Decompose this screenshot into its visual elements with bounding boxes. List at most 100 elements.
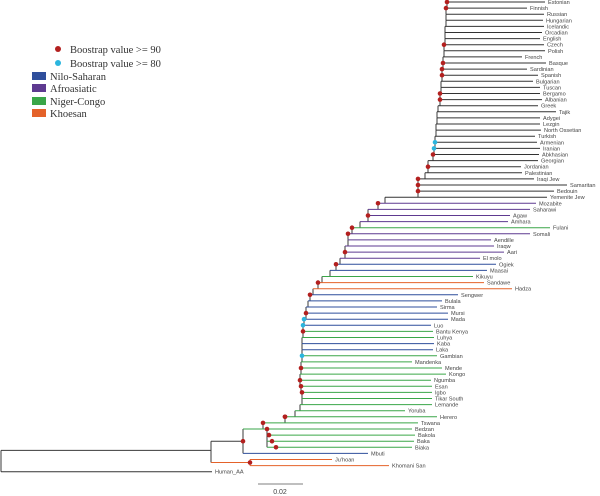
leaf-label: English bbox=[543, 37, 561, 43]
leaf-label: Bergamo bbox=[543, 92, 566, 98]
bootstrap-90-dot bbox=[333, 262, 339, 267]
bootstrap-dots bbox=[240, 0, 450, 465]
bootstrap-90-dot bbox=[430, 152, 436, 157]
bootstrap-90-marker bbox=[55, 46, 61, 52]
legend-nilo-saharan: Nilo-Saharan bbox=[50, 72, 107, 83]
leaf-label: Herero bbox=[440, 415, 457, 421]
bootstrap-90-dot bbox=[298, 365, 304, 371]
leaf-label: Maasai bbox=[490, 268, 508, 274]
bootstrap-90-dot bbox=[437, 91, 443, 96]
bootstrap-90-dot bbox=[247, 460, 253, 465]
leaf-label: Baka bbox=[417, 439, 431, 445]
legend-khoesan: Khoesan bbox=[50, 109, 87, 120]
leaf-label: Tikar South bbox=[435, 397, 463, 403]
leaf-label: Bulala bbox=[445, 299, 461, 305]
bootstrap-90-dot bbox=[444, 0, 450, 5]
leaf-label: Tuscan bbox=[543, 85, 561, 91]
leaf-label: Tajik bbox=[559, 110, 570, 116]
leaf-label: Sengwer bbox=[461, 293, 483, 299]
leaf-label: Mbuti bbox=[371, 451, 385, 457]
leaf-label: Hadza bbox=[515, 287, 532, 293]
leaf-label: Human_AA bbox=[215, 470, 244, 476]
leaf-label: Basque bbox=[549, 61, 568, 67]
leaf-label: Fulani bbox=[553, 226, 568, 232]
leaf-label: Somali bbox=[533, 232, 550, 238]
bootstrap-90-dot bbox=[240, 438, 246, 444]
leaf-label: Yoruba bbox=[408, 409, 426, 415]
leaf-label: Khomani San bbox=[392, 464, 426, 470]
leaf-label: Estonian bbox=[548, 0, 570, 6]
leaf-label: Samaritan bbox=[570, 183, 596, 189]
bootstrap-90-dot bbox=[365, 213, 371, 218]
bootstrap-90-dot bbox=[273, 445, 279, 450]
leaf-label: Spanish bbox=[541, 73, 561, 79]
legend-swatch-khoesan bbox=[32, 109, 46, 117]
leaf-label: Mozabite bbox=[539, 201, 562, 207]
bootstrap-90-dot bbox=[315, 280, 321, 285]
bootstrap-90-dot bbox=[297, 377, 303, 383]
bootstrap-90-dot bbox=[307, 292, 313, 298]
bootstrap-90-dot bbox=[415, 182, 421, 188]
leaf-label: Bulgarian bbox=[536, 79, 560, 85]
bootstrap-80-dot bbox=[300, 323, 306, 328]
leaf-label: Biaka bbox=[415, 445, 430, 451]
leaf-label: Turkish bbox=[538, 134, 556, 140]
legend-afroasiatic: Afroasiatic bbox=[50, 84, 97, 95]
tree-branches bbox=[0, 1, 567, 473]
legend-bootstrap-90: Boostrap value >= 90 bbox=[70, 45, 161, 56]
bootstrap-90-dot bbox=[282, 414, 288, 420]
leaf-label: Aari bbox=[507, 250, 517, 256]
bootstrap-90-dot bbox=[441, 42, 447, 47]
leaf-label: Bedouin bbox=[557, 189, 578, 195]
bootstrap-90-dot bbox=[260, 420, 266, 426]
leaf-label: Lezgin bbox=[543, 122, 559, 128]
leaf-label: North Ossetian bbox=[544, 128, 581, 134]
leaf-label: French bbox=[525, 55, 542, 61]
leaf-label: Palestinian bbox=[525, 171, 552, 177]
leaf-label: Iranian bbox=[543, 146, 560, 152]
bootstrap-90-dot bbox=[299, 390, 305, 395]
leaf-label: Icelandic bbox=[547, 24, 569, 30]
bootstrap-80-dot bbox=[432, 140, 438, 145]
bootstrap-90-dot bbox=[415, 188, 421, 194]
leaf-label: Saharawi bbox=[533, 207, 556, 213]
leaf-label: Luhya bbox=[437, 336, 453, 342]
leaf-label: Tswana bbox=[421, 421, 441, 427]
leaf-label: Iraqi Jew bbox=[537, 177, 560, 183]
leaf-label: Czech bbox=[547, 43, 563, 49]
leaf-label: Jordanian bbox=[524, 165, 549, 171]
leaf-label: Ju'hoan bbox=[335, 458, 354, 464]
leaf-label: Amhara bbox=[511, 220, 531, 226]
leaf-label: Agaw bbox=[513, 214, 528, 220]
bootstrap-90-dot bbox=[439, 66, 445, 72]
bootstrap-80-marker bbox=[55, 60, 61, 66]
leaf-label: Yemenite Jew bbox=[550, 195, 586, 201]
bootstrap-90-dot bbox=[415, 176, 421, 182]
leaf-label: Mandenka bbox=[415, 360, 442, 366]
leaf-label: Finnish bbox=[530, 6, 548, 12]
leaf-label: Bakola bbox=[418, 433, 436, 439]
leaf-label: Sardinian bbox=[530, 67, 554, 73]
bootstrap-80-dot bbox=[301, 316, 307, 322]
leaf-label: Hungarian bbox=[546, 18, 572, 24]
leaf-label: Russian bbox=[547, 12, 567, 18]
bootstrap-90-dot bbox=[439, 72, 445, 78]
leaf-label: Polish bbox=[548, 49, 563, 55]
bootstrap-90-dot bbox=[300, 329, 306, 334]
leaf-labels: EstonianFinnishRussianHungarianIcelandic… bbox=[215, 0, 596, 476]
leaf-label: Greek bbox=[541, 104, 556, 110]
leaf-label: Albanian bbox=[545, 98, 567, 104]
leaf-label: Aendille bbox=[494, 238, 514, 244]
legend-swatch-afroasiatic bbox=[32, 84, 46, 92]
leaf-label: Mursi bbox=[451, 311, 465, 317]
bootstrap-90-dot bbox=[437, 97, 443, 102]
bootstrap-80-dot bbox=[431, 146, 437, 151]
legend-swatch-nilo-saharan bbox=[32, 72, 46, 80]
leaf-label: Mende bbox=[445, 366, 462, 372]
legend-swatch-niger-congo bbox=[32, 97, 46, 105]
bootstrap-80-dot bbox=[299, 353, 305, 359]
leaf-label: Lemande bbox=[435, 403, 458, 409]
bootstrap-90-dot bbox=[266, 432, 272, 438]
leaf-label: Kaba bbox=[437, 342, 451, 348]
